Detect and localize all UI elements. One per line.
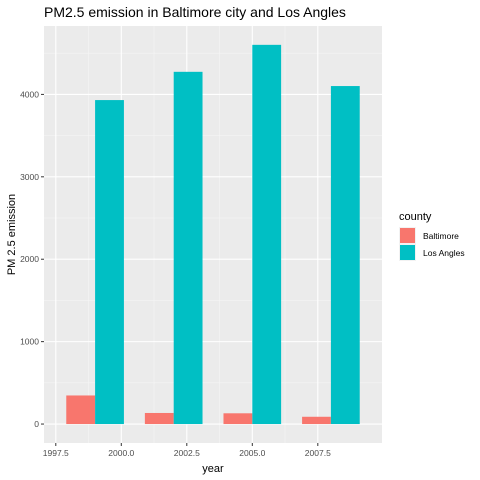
y-tick-label: 1000 [20, 337, 39, 347]
y-axis: 0 1000 2000 3000 4000 [20, 89, 44, 429]
legend: county Baltimore Los Angles [399, 211, 465, 261]
bar-los-angles-1999 [95, 100, 124, 425]
x-tick-label: 1997.5 [43, 448, 69, 458]
x-tick-label: 2002.5 [174, 448, 200, 458]
x-tick-label: 2005.0 [239, 448, 265, 458]
x-axis: 1997.5 2000.0 2002.5 2005.0 2007.5 [43, 443, 331, 458]
x-axis-title: year [202, 463, 224, 475]
bar-los-angles-2005 [252, 44, 282, 425]
bars [66, 44, 360, 425]
bar-los-angles-2008 [330, 86, 360, 425]
bar-baltimore-2008 [302, 416, 331, 425]
y-tick-label: 2000 [20, 254, 39, 264]
bar-los-angles-2002 [173, 71, 203, 425]
bar-baltimore-2002 [144, 412, 174, 425]
legend-swatch [400, 245, 415, 260]
x-tick-label: 2007.5 [305, 448, 331, 458]
chart-title: PM2.5 emission in Baltimore city and Los… [44, 4, 346, 20]
legend-title: county [399, 211, 432, 223]
y-axis-title: PM 2.5 emission [6, 194, 18, 275]
bar-baltimore-2005 [223, 413, 253, 425]
legend-label: Los Angles [423, 248, 465, 258]
y-tick-label: 3000 [20, 172, 39, 182]
legend-label: Baltimore [423, 231, 459, 241]
legend-swatch [400, 228, 415, 243]
bar-baltimore-1999 [66, 395, 96, 425]
x-tick-label: 2000.0 [108, 448, 134, 458]
y-tick-label: 4000 [20, 89, 39, 99]
y-tick-label: 0 [34, 419, 39, 429]
